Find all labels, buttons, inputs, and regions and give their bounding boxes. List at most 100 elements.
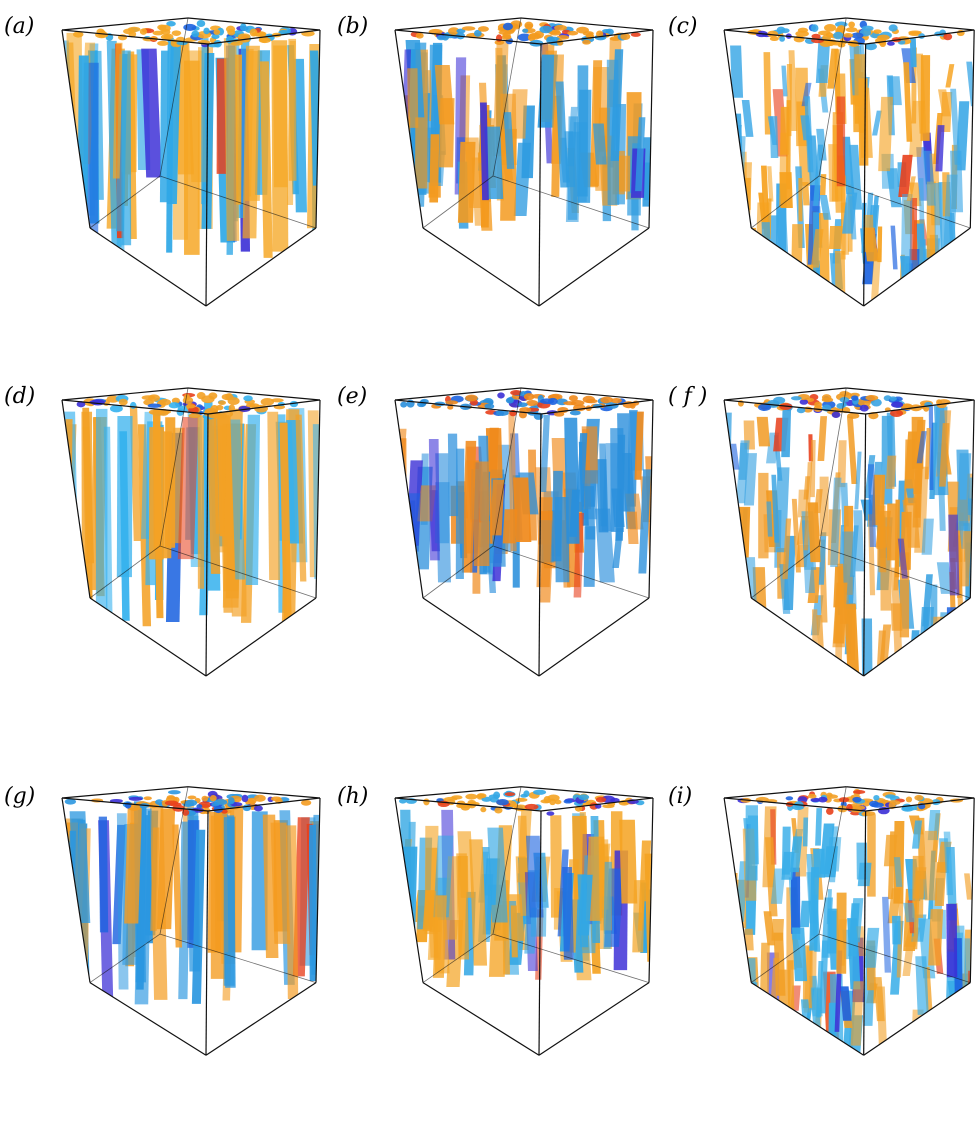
- surface-speckle: [595, 30, 604, 38]
- vortex-structure: [828, 226, 843, 250]
- vortex-structure: [177, 417, 199, 560]
- vortex-structure: [872, 110, 882, 136]
- surface-speckle: [228, 797, 235, 805]
- vortex-structure: [790, 224, 803, 306]
- vortex-structure: [638, 469, 651, 574]
- domain-box: [723, 387, 975, 677]
- vortex-structure: [900, 193, 913, 280]
- vortex-structure: [846, 416, 858, 485]
- surface-speckle: [203, 27, 210, 35]
- surface-speckle: [496, 409, 509, 416]
- vortex-structure: [152, 412, 164, 619]
- surface-speckle: [889, 396, 897, 402]
- surface-speckle: [127, 26, 141, 33]
- vortex-structure: [569, 489, 580, 537]
- surface-speckle: [769, 36, 779, 42]
- hidden-edges: [89, 786, 317, 983]
- vortex-structure: [285, 825, 299, 1000]
- vortex-structure: [767, 166, 774, 202]
- vortex-structure: [116, 813, 129, 990]
- surface-speckle: [526, 399, 538, 407]
- vortex-structure: [928, 909, 944, 966]
- surface-speckle: [191, 30, 200, 38]
- surface-speckle: [834, 21, 848, 28]
- vortex-structure: [615, 434, 626, 541]
- vortex-structure: [223, 817, 235, 986]
- vortex-field: [62, 392, 320, 627]
- surface-speckle: [524, 21, 534, 30]
- vortex-structure: [934, 862, 947, 906]
- vortex-structure: [141, 48, 162, 178]
- surface-speckle: [109, 404, 123, 413]
- surface-speckle: [228, 404, 236, 413]
- panel-a: (a): [0, 0, 326, 362]
- vortex-structure: [782, 518, 792, 580]
- surface-speckle: [253, 805, 263, 812]
- vortex-structure: [743, 453, 757, 506]
- vortex-structure: [836, 892, 847, 974]
- surface-speckle: [241, 794, 249, 803]
- surface-speckle: [907, 805, 920, 811]
- surface-speckle: [818, 30, 831, 36]
- vortex-structure: [747, 609, 756, 667]
- vortex-structure: [913, 870, 921, 950]
- surface-speckle: [456, 28, 466, 34]
- vortex-structure: [837, 440, 847, 488]
- surface-speckle: [510, 803, 519, 808]
- surface-speckle: [504, 792, 516, 796]
- panel-label: (a): [4, 14, 35, 39]
- surface-speckle: [532, 789, 547, 795]
- surface-speckle: [845, 27, 858, 33]
- surface-speckle: [873, 794, 880, 801]
- surface-speckle: [908, 30, 922, 35]
- vortex-structure: [878, 96, 894, 172]
- surface-speckle: [890, 409, 904, 417]
- vortex-structure: [788, 50, 798, 131]
- vortex-structure: [811, 609, 818, 647]
- surface-speckle: [185, 799, 198, 807]
- vortex-structure: [634, 411, 644, 480]
- vortex-structure: [469, 839, 488, 966]
- vortex-structure: [791, 498, 801, 573]
- vortex-structure: [950, 88, 961, 165]
- surface-speckle: [196, 19, 206, 28]
- vortex-structure: [937, 89, 951, 117]
- surface-speckle: [517, 33, 532, 42]
- vortex-structure: [77, 55, 89, 228]
- surface-speckle: [447, 405, 454, 410]
- surface-speckle: [602, 804, 615, 809]
- vortex-structure: [461, 440, 477, 573]
- vortex-structure: [893, 538, 901, 591]
- surface-speckle: [254, 404, 268, 413]
- surface-speckle: [209, 795, 217, 802]
- surface-speckle: [578, 794, 590, 801]
- surface-speckle: [826, 792, 833, 798]
- vortex-structure: [502, 509, 518, 544]
- vortex-structure: [165, 417, 176, 548]
- vortex-structure: [873, 977, 885, 1022]
- surface-speckle: [166, 795, 176, 800]
- vortex-structure: [946, 847, 957, 921]
- vortex-structure: [150, 827, 160, 931]
- vortex-structure: [405, 493, 421, 552]
- vortex-structure: [480, 102, 489, 201]
- vortex-structure: [771, 918, 784, 941]
- surface-speckle: [864, 42, 877, 51]
- surface-speckle: [445, 400, 458, 405]
- vortex-structure: [844, 604, 860, 676]
- surface-speckle: [118, 398, 128, 406]
- surface-speckle: [182, 809, 190, 816]
- surface-speckle: [807, 793, 817, 799]
- surface-speckle: [758, 403, 771, 411]
- vortex-structure: [819, 174, 827, 196]
- surface-speckle: [271, 398, 284, 403]
- surface-speckle: [905, 796, 913, 803]
- vortex-structure: [738, 442, 748, 480]
- volume-render: [394, 17, 654, 307]
- surface-speckle: [168, 402, 180, 409]
- surface-speckle: [767, 30, 779, 38]
- surface-speckle: [163, 33, 174, 41]
- surface-speckle: [510, 390, 523, 396]
- vortex-structure: [867, 464, 877, 547]
- vortex-structure: [915, 956, 929, 1015]
